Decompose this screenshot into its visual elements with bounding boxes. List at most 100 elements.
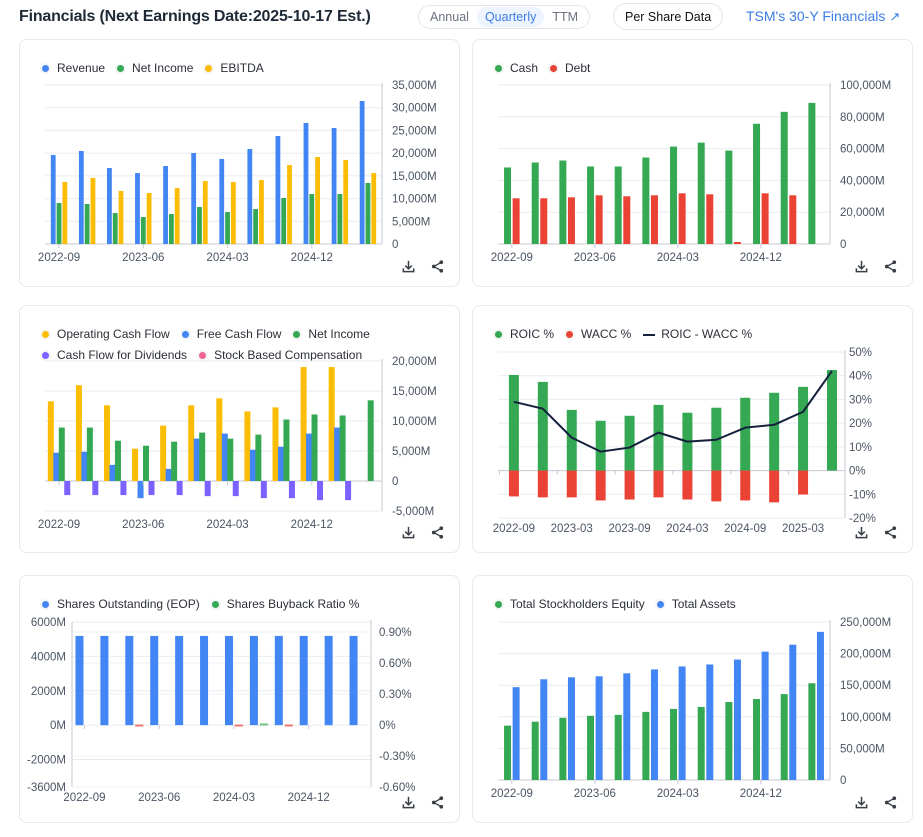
bar-total-stockholders-equity[interactable] [670, 708, 678, 780]
legend-item-net-income[interactable]: Net Income [293, 324, 370, 345]
bar-net-income[interactable] [339, 415, 346, 481]
bar-wacc[interactable] [537, 470, 548, 498]
bar-free-cash-flow[interactable] [137, 481, 144, 499]
bar-buyback-ratio[interactable] [135, 724, 144, 727]
bar-wacc[interactable] [653, 470, 664, 498]
download-icon[interactable] [401, 259, 416, 274]
bar-total-stockholders-equity[interactable] [753, 699, 761, 780]
bar-wacc[interactable] [740, 470, 751, 501]
bar-debt[interactable] [678, 193, 686, 244]
bar-cash[interactable] [587, 166, 595, 244]
bar-revenue[interactable] [331, 128, 337, 244]
bar-operating-cash-flow[interactable] [300, 367, 307, 481]
bar-net-income[interactable] [171, 441, 178, 481]
bar-buyback-ratio[interactable] [234, 724, 243, 727]
bar-ebitda[interactable] [371, 172, 377, 244]
bar-roic[interactable] [624, 415, 635, 471]
share-icon[interactable] [430, 525, 445, 540]
bar-operating-cash-flow[interactable] [216, 398, 223, 481]
legend-item-roic-wacc[interactable]: ROIC - WACC % [643, 324, 752, 345]
bar-total-assets[interactable] [816, 631, 824, 780]
bar-total-assets[interactable] [733, 659, 741, 780]
line-roic-wacc[interactable] [513, 370, 833, 453]
bar-debt[interactable] [789, 195, 797, 244]
bar-free-cash-flow[interactable] [81, 451, 88, 481]
bar-total-stockholders-equity[interactable] [642, 711, 650, 780]
bar-cash-flow-for-dividends[interactable] [204, 481, 211, 497]
bar-shares-outstanding[interactable] [324, 635, 333, 726]
bar-free-cash-flow[interactable] [277, 446, 284, 481]
bar-operating-cash-flow[interactable] [188, 405, 195, 481]
tab-quarterly[interactable]: Quarterly [476, 7, 545, 27]
download-icon[interactable] [854, 259, 869, 274]
bar-total-assets[interactable] [650, 669, 658, 780]
bar-debt[interactable] [512, 198, 520, 244]
download-icon[interactable] [854, 795, 869, 810]
bar-wacc[interactable] [508, 470, 519, 497]
bar-wacc[interactable] [798, 470, 809, 495]
bar-cash-flow-for-dividends[interactable] [92, 481, 99, 496]
bar-shares-outstanding[interactable] [75, 635, 84, 726]
bar-ebitda[interactable] [315, 157, 320, 244]
bar-total-assets[interactable] [512, 687, 520, 780]
bar-free-cash-flow[interactable] [306, 433, 313, 481]
bar-net-income[interactable] [365, 182, 371, 244]
bar-wacc[interactable] [769, 470, 780, 503]
legend-item-shares-buyback-ratio[interactable]: Shares Buyback Ratio % [211, 594, 359, 615]
bar-ebitda[interactable] [62, 181, 68, 244]
bar-operating-cash-flow[interactable] [75, 385, 82, 481]
bar-cash[interactable] [642, 157, 650, 244]
bar-operating-cash-flow[interactable] [47, 401, 54, 481]
legend-item-cash-flow-for-dividends[interactable]: Cash Flow for Dividends [42, 345, 187, 366]
tab-ttm[interactable]: TTM [552, 10, 579, 24]
bar-net-income[interactable] [199, 432, 206, 481]
bar-debt[interactable] [540, 198, 548, 244]
bar-shares-outstanding[interactable] [175, 635, 184, 726]
bar-free-cash-flow[interactable] [165, 468, 172, 481]
bar-cash[interactable] [531, 162, 539, 244]
bar-revenue[interactable] [219, 159, 225, 244]
bar-roic[interactable] [826, 370, 837, 471]
bar-free-cash-flow[interactable] [193, 438, 200, 481]
bar-net-income[interactable] [86, 427, 93, 481]
legend-item-cash[interactable]: Cash [495, 58, 538, 79]
bar-ebitda[interactable] [90, 177, 96, 244]
bar-shares-outstanding[interactable] [224, 635, 233, 726]
bar-revenue[interactable] [303, 122, 309, 244]
bar-cash[interactable] [670, 146, 678, 244]
bar-net-income[interactable] [309, 194, 315, 244]
bar-operating-cash-flow[interactable] [244, 411, 251, 481]
legend-item-total-assets[interactable]: Total Assets [656, 594, 736, 615]
bar-cash-flow-for-dividends[interactable] [232, 481, 239, 497]
download-icon[interactable] [854, 525, 869, 540]
bar-net-income[interactable] [114, 440, 121, 481]
bar-revenue[interactable] [78, 151, 84, 244]
bar-roic[interactable] [740, 397, 751, 471]
bar-net-income[interactable] [281, 197, 287, 244]
bar-net-income[interactable] [84, 204, 90, 244]
bar-shares-outstanding[interactable] [349, 635, 358, 726]
share-icon[interactable] [430, 795, 445, 810]
bar-net-income[interactable] [255, 434, 262, 481]
bar-operating-cash-flow[interactable] [160, 425, 167, 481]
bar-cash[interactable] [808, 102, 816, 244]
bar-free-cash-flow[interactable] [334, 427, 341, 481]
bar-shares-outstanding[interactable] [249, 635, 258, 726]
bar-buyback-ratio[interactable] [284, 724, 293, 727]
bar-ebitda[interactable] [118, 190, 124, 244]
bar-total-assets[interactable] [789, 644, 797, 780]
bar-ebitda[interactable] [287, 164, 292, 244]
bar-cash[interactable] [697, 142, 705, 244]
bar-total-stockholders-equity[interactable] [725, 702, 733, 780]
bar-buyback-ratio[interactable] [259, 723, 268, 726]
bar-total-stockholders-equity[interactable] [780, 694, 788, 780]
bar-shares-outstanding[interactable] [274, 635, 283, 726]
bar-total-assets[interactable] [761, 651, 769, 780]
bar-revenue[interactable] [275, 136, 281, 244]
bar-net-income[interactable] [140, 217, 146, 244]
bar-cash[interactable] [725, 150, 733, 244]
bar-free-cash-flow[interactable] [109, 464, 116, 481]
bar-ebitda[interactable] [259, 179, 264, 244]
bar-net-income[interactable] [225, 212, 230, 244]
bar-net-income[interactable] [367, 400, 374, 481]
